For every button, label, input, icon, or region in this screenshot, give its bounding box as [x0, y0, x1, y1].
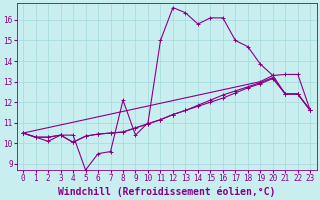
- X-axis label: Windchill (Refroidissement éolien,°C): Windchill (Refroidissement éolien,°C): [58, 186, 276, 197]
